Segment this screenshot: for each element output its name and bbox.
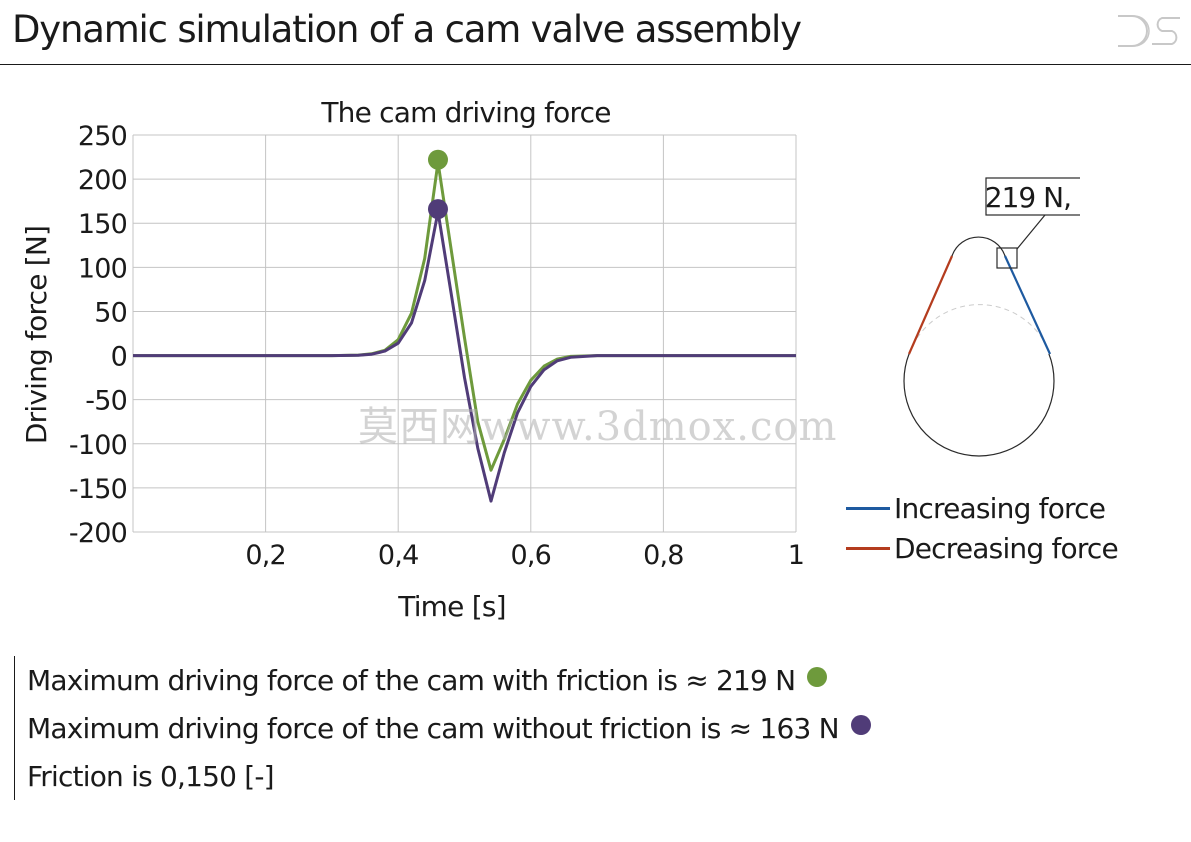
y-tick-label: -150 bbox=[69, 474, 127, 505]
x-tick-label: 1 bbox=[788, 540, 804, 571]
x-tick-labels: 0,2 0,4 0,6 0,8 1 bbox=[245, 540, 805, 571]
note-friction-value: Friction is 0,150 [-] bbox=[27, 752, 871, 800]
cam-hidden-arc bbox=[908, 304, 1051, 355]
callout-text: 219 N, 163 N bbox=[985, 181, 1080, 214]
legend-label-decreasing: Decreasing force bbox=[894, 531, 1119, 565]
y-tick-label: 0 bbox=[111, 342, 127, 373]
legend: Increasing force Decreasing force bbox=[846, 488, 1119, 568]
driving-force-chart: 250 200 150 100 50 0 -50 -100 -150 -200 0,2 0,4 0,6… bbox=[20, 96, 805, 623]
cam-lobe bbox=[908, 236, 1051, 355]
decreasing-force-flank bbox=[907, 255, 954, 355]
x-tick-label: 0,4 bbox=[378, 540, 419, 571]
legend-swatch-increasing bbox=[846, 506, 890, 510]
series-line-1 bbox=[133, 210, 796, 503]
legend-label-increasing: Increasing force bbox=[894, 491, 1106, 525]
y-tick-label: 200 bbox=[78, 165, 127, 196]
legend-item-increasing: Increasing force bbox=[846, 488, 1118, 528]
legend-swatch-decreasing bbox=[846, 546, 890, 550]
x-tick-label: 0,2 bbox=[245, 540, 286, 571]
note-max-without-friction-text: Maximum driving force of the cam without… bbox=[27, 711, 840, 745]
chart-title: The cam driving force bbox=[320, 96, 610, 129]
chart-series bbox=[133, 149, 796, 503]
no-friction-dot-icon bbox=[850, 715, 871, 735]
title-divider bbox=[0, 64, 1191, 65]
y-tick-label: 150 bbox=[78, 209, 127, 240]
note-max-with-friction: Maximum driving force of the cam with fr… bbox=[27, 656, 871, 704]
x-axis-label: Time [s] bbox=[397, 590, 505, 623]
y-tick-label: 250 bbox=[78, 121, 127, 152]
x-tick-label: 0,8 bbox=[643, 540, 684, 571]
legend-item-decreasing: Decreasing force bbox=[846, 528, 1119, 568]
y-tick-label: -100 bbox=[69, 430, 127, 461]
contact-point-marker bbox=[996, 247, 1018, 269]
note-max-with-friction-text: Maximum driving force of the cam with fr… bbox=[27, 663, 796, 697]
peak-marker-0 bbox=[427, 149, 448, 170]
cam-profile-diagram: 219 N, 163 N bbox=[903, 177, 1080, 457]
y-tick-label: 100 bbox=[78, 253, 127, 284]
increasing-force-flank bbox=[1004, 255, 1051, 355]
callout-box bbox=[985, 177, 1080, 216]
x-tick-label: 0,6 bbox=[511, 540, 552, 571]
watermark: 莫西网www.3dmox.com bbox=[358, 404, 838, 450]
y-tick-labels: 250 200 150 100 50 0 -50 -100 -150 -200 bbox=[69, 121, 128, 549]
page-title: Dynamic simulation of a cam valve assemb… bbox=[12, 8, 802, 51]
y-tick-label: -50 bbox=[85, 386, 127, 417]
note-friction-value-text: Friction is 0,150 [-] bbox=[27, 759, 275, 793]
peak-marker-1 bbox=[427, 199, 448, 220]
note-max-without-friction: Maximum driving force of the cam without… bbox=[27, 704, 871, 752]
callout-leader bbox=[1016, 214, 1046, 250]
y-tick-label: -200 bbox=[69, 518, 127, 549]
y-tick-label: 50 bbox=[94, 297, 127, 328]
notes-panel: Maximum driving force of the cam with fr… bbox=[14, 656, 871, 800]
friction-dot-icon bbox=[807, 667, 828, 687]
ds-logo-icon bbox=[1118, 15, 1180, 47]
y-axis-label: Driving force [N] bbox=[20, 226, 53, 444]
